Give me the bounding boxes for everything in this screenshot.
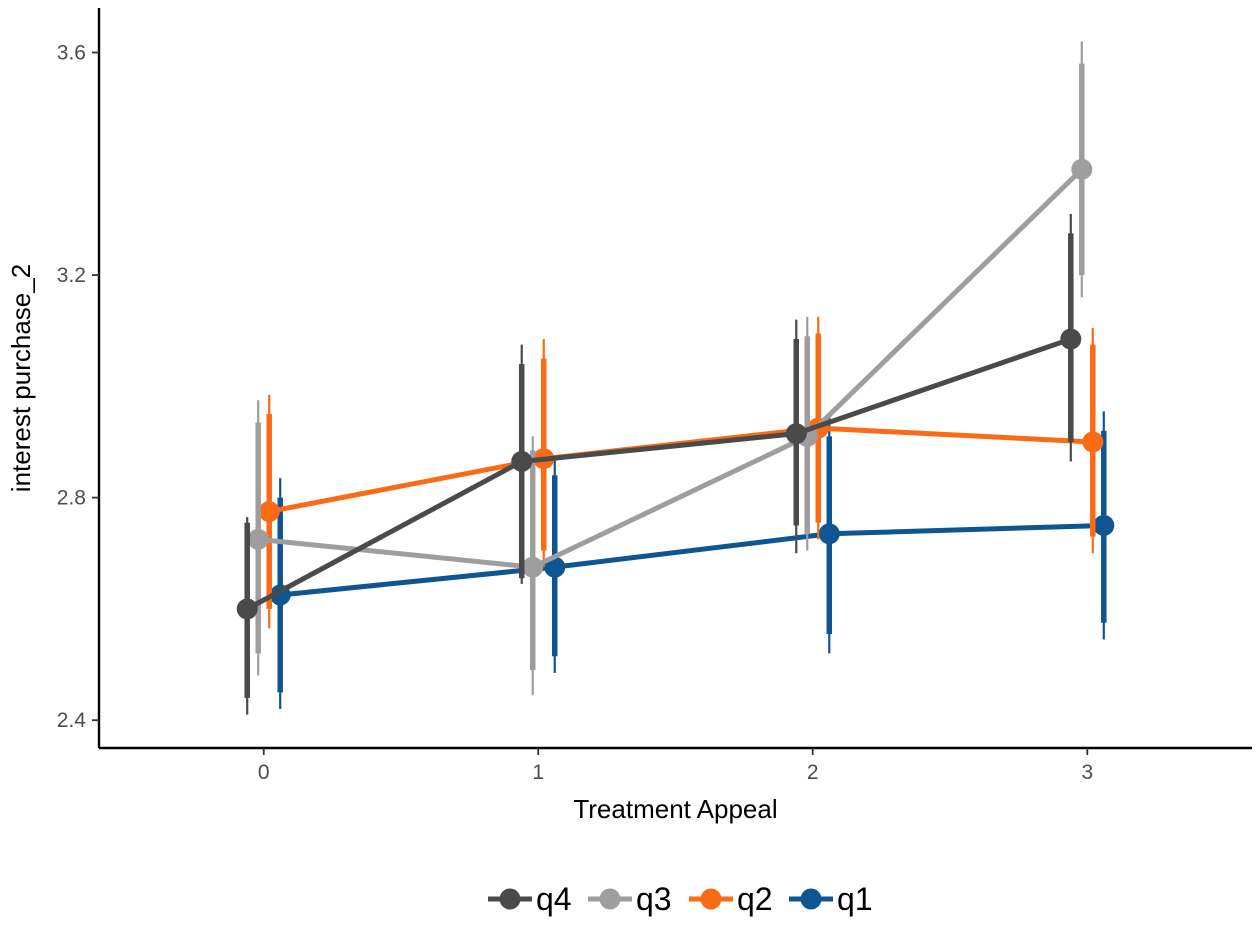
legend-item-q2: q2 xyxy=(689,881,773,917)
x-axis-title: Treatment Appeal xyxy=(573,794,777,824)
data-point-q3 xyxy=(247,528,269,550)
legend-label: q2 xyxy=(737,881,773,917)
y-tick-label: 3.2 xyxy=(57,264,86,287)
data-point-q4 xyxy=(236,598,258,620)
series-q4 xyxy=(236,213,1082,715)
data-point-q1 xyxy=(1093,514,1115,536)
x-tick-label: 0 xyxy=(258,761,270,784)
series-line-q3 xyxy=(257,167,1084,570)
data-point-q2 xyxy=(1082,431,1104,453)
series-line-q1 xyxy=(279,522,1104,598)
legend: q4 q3 q2 q1 xyxy=(488,881,873,917)
legend-item-q3: q3 xyxy=(588,881,672,917)
axes: 2.4 2.8 3.2 3.6 0 1 2 3 xyxy=(57,8,1252,784)
legend-item-q1: q1 xyxy=(789,881,873,917)
x-tick-label: 1 xyxy=(532,761,544,784)
series-line-q4 xyxy=(246,336,1072,612)
y-tick-label: 2.8 xyxy=(57,487,86,510)
data-point-q4 xyxy=(1060,328,1082,350)
series-q3 xyxy=(247,41,1093,696)
y-axis-title: interest purchase_2 xyxy=(6,264,36,492)
plot-area xyxy=(236,41,1115,715)
series-q1 xyxy=(269,411,1115,710)
legend-key-point xyxy=(499,888,521,910)
data-point-q4 xyxy=(511,450,533,472)
y-tick-label: 2.4 xyxy=(57,709,87,732)
data-point-q3 xyxy=(522,556,544,578)
legend-label: q3 xyxy=(636,881,672,917)
data-point-q4 xyxy=(785,423,807,445)
legend-label: q1 xyxy=(837,881,873,917)
legend-key-point xyxy=(599,888,621,910)
data-point-q2 xyxy=(258,501,280,523)
data-point-q1 xyxy=(818,523,840,545)
series-q2 xyxy=(258,316,1104,629)
legend-item-q4: q4 xyxy=(488,881,572,917)
x-tick-label: 2 xyxy=(807,761,819,784)
legend-key-point xyxy=(800,888,822,910)
x-tick-label: 3 xyxy=(1081,761,1093,784)
legend-key-point xyxy=(700,888,722,910)
y-tick-label: 3.6 xyxy=(57,42,86,65)
data-point-q3 xyxy=(1071,158,1093,180)
legend-label: q4 xyxy=(536,881,572,917)
